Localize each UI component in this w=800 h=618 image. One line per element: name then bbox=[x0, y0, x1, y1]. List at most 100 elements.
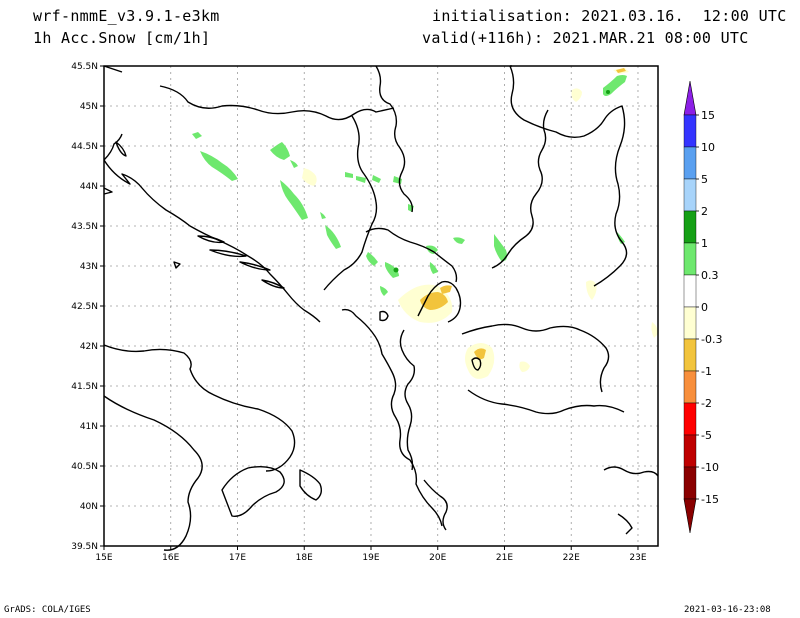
colorbar-label: 0 bbox=[701, 301, 708, 314]
snow-patch bbox=[408, 204, 414, 212]
lat-tick-label: 44.5N bbox=[71, 142, 98, 152]
island bbox=[261, 279, 285, 289]
colorbar-segment bbox=[683, 114, 697, 148]
lon-tick-label: 19E bbox=[362, 553, 379, 563]
snow-patch bbox=[280, 180, 308, 220]
footer-credit: GrADS: COLA/IGES bbox=[4, 605, 91, 615]
island bbox=[209, 249, 247, 258]
lat-tick-label: 42N bbox=[80, 342, 98, 352]
colorbar-segment bbox=[683, 434, 697, 468]
lat-tick-label: 42.5N bbox=[71, 302, 98, 312]
lat-tick-label: 45N bbox=[80, 102, 98, 112]
colorbar-segment bbox=[683, 146, 697, 180]
colorbar-segment bbox=[683, 242, 697, 276]
lon-tick-label: 23E bbox=[629, 553, 646, 563]
snow-patch bbox=[617, 232, 625, 244]
lat-tick-label: 41.5N bbox=[71, 382, 98, 392]
snow-patch bbox=[345, 172, 353, 178]
colorbar: 15 10 5 2 1 0.3 0 -0.3 -1 -2 -5 -10 -15 bbox=[683, 80, 722, 534]
border-serbia-west bbox=[375, 65, 414, 213]
border-greece bbox=[423, 479, 448, 531]
valid-time: valid(+116h): 2021.MAR.21 08:00 UTC bbox=[422, 29, 749, 47]
melt-patch bbox=[302, 168, 317, 186]
colorbar-top-arrow bbox=[683, 80, 697, 116]
istria-coast bbox=[103, 133, 123, 161]
colorbar-label: -2 bbox=[701, 397, 712, 410]
snow-patch bbox=[385, 262, 399, 278]
snow-patch bbox=[356, 176, 366, 183]
italy-heel-coast bbox=[221, 465, 285, 517]
colorbar-label: 0.3 bbox=[701, 269, 719, 282]
colorbar-label: 15 bbox=[701, 109, 715, 122]
colorbar-label: 1 bbox=[701, 237, 708, 250]
salento-coast bbox=[299, 469, 323, 501]
lat-tick-label: 45.5N bbox=[71, 62, 98, 72]
lat-tick-label: 39.5N bbox=[71, 542, 98, 552]
latitude-labels: 45.5N 45N 44.5N 44N 43.5N 43N 42.5N 42N 41.5N 41N… bbox=[71, 62, 104, 552]
lon-tick-label: 17E bbox=[229, 553, 246, 563]
colorbar-segment bbox=[683, 306, 697, 340]
snow-patch bbox=[380, 286, 388, 296]
lake bbox=[471, 357, 482, 371]
snow-patch bbox=[372, 175, 381, 183]
colorbar-label: -1 bbox=[701, 365, 712, 378]
montenegro-albania-coast bbox=[341, 308, 443, 527]
lat-tick-label: 44N bbox=[80, 182, 98, 192]
colorbar-label: -15 bbox=[701, 493, 719, 506]
lake bbox=[379, 310, 389, 322]
island bbox=[197, 235, 225, 244]
island bbox=[115, 141, 127, 157]
melt-patch bbox=[586, 280, 597, 300]
snow-patch bbox=[320, 212, 326, 219]
melt-patch-strong bbox=[474, 348, 486, 360]
melt-patch bbox=[651, 322, 658, 338]
colorbar-segment bbox=[683, 178, 697, 212]
snow-patch bbox=[453, 237, 465, 244]
snow-patch bbox=[200, 151, 238, 181]
colorbar-bottom-arrow bbox=[683, 498, 697, 534]
italy-coastline bbox=[103, 65, 296, 472]
snow-patch bbox=[426, 245, 438, 254]
colorbar-segment bbox=[683, 370, 697, 404]
border-montenegro bbox=[365, 227, 458, 283]
border-serbia-east bbox=[491, 65, 549, 269]
colorbar-segment bbox=[683, 338, 697, 372]
melt-patch bbox=[571, 88, 582, 102]
colorbar-label: -0.3 bbox=[701, 333, 722, 346]
island bbox=[103, 187, 113, 195]
lat-tick-label: 41N bbox=[80, 422, 98, 432]
lat-tick-label: 43.5N bbox=[71, 222, 98, 232]
lat-tick-label: 40N bbox=[80, 502, 98, 512]
border-bosnia-north bbox=[159, 85, 395, 121]
lat-tick-label: 43N bbox=[80, 262, 98, 272]
lon-tick-label: 16E bbox=[162, 553, 179, 563]
colorbar-label: 2 bbox=[701, 205, 708, 218]
colorbar-segment bbox=[683, 274, 697, 308]
snow-field-overlay bbox=[192, 68, 658, 379]
melt-patch bbox=[519, 361, 530, 372]
snow-patch-strong bbox=[606, 90, 610, 94]
initialisation-time: initialisation: 2021.03.16. 12:00 UTC bbox=[432, 7, 787, 25]
map-gridlines bbox=[104, 66, 658, 546]
snow-patch-strong bbox=[393, 267, 399, 273]
model-title: wrf-nmmE_v3.9.1-e3km bbox=[33, 7, 220, 25]
border-kosovo bbox=[417, 280, 462, 323]
border-macedonia-greece bbox=[467, 389, 625, 415]
greece-coast bbox=[603, 466, 659, 477]
footer-timestamp: 2021-03-16-23:08 bbox=[684, 605, 771, 615]
island bbox=[173, 261, 181, 269]
lat-tick-label: 40.5N bbox=[71, 462, 98, 472]
colorbar-label: 5 bbox=[701, 173, 708, 186]
colorbar-label: -10 bbox=[701, 461, 719, 474]
snow-patch bbox=[494, 234, 507, 262]
snow-patch bbox=[192, 132, 202, 139]
lon-tick-label: 22E bbox=[563, 553, 580, 563]
snow-patch bbox=[290, 160, 298, 168]
coastlines-and-borders bbox=[103, 65, 659, 551]
lon-tick-label: 15E bbox=[95, 553, 112, 563]
melt-patch-strong bbox=[616, 68, 626, 73]
border-bosnia-south bbox=[323, 115, 378, 291]
border-north-macedonia bbox=[461, 323, 610, 393]
snow-patch bbox=[429, 262, 438, 274]
colorbar-segment bbox=[683, 402, 697, 436]
